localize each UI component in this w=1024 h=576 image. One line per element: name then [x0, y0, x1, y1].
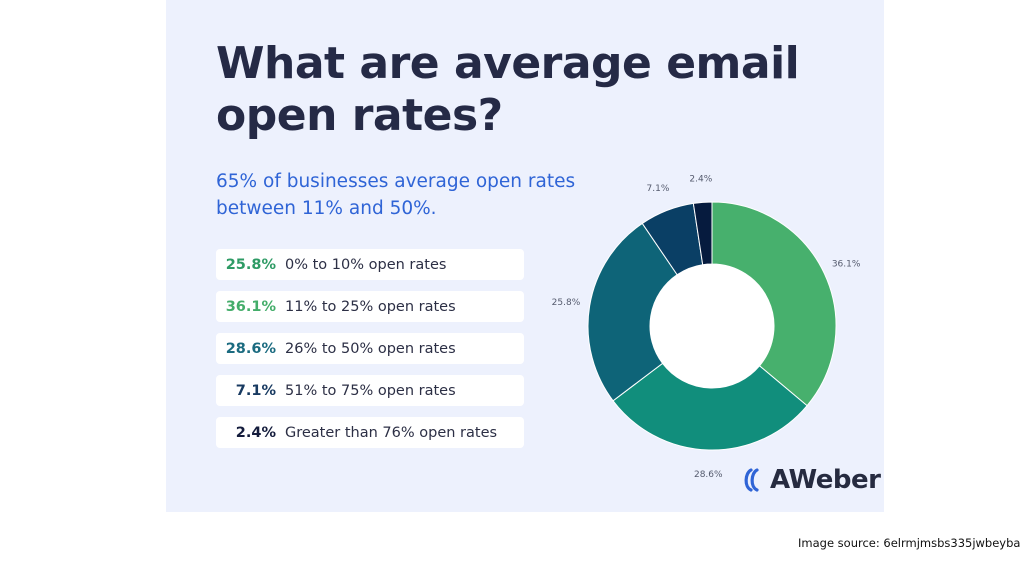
donut-slice-label: 28.6%	[694, 470, 723, 480]
legend-label: Greater than 76% open rates	[285, 424, 498, 441]
legend-label: 26% to 50% open rates	[285, 340, 456, 357]
legend-row-11-25: 36.1% 11% to 25% open rates	[216, 291, 524, 322]
donut-center	[650, 264, 774, 388]
legend-row-0-10: 25.8% 0% to 10% open rates	[216, 249, 524, 280]
legend-value: 25.8%	[225, 256, 276, 273]
donut-slice-label: 7.1%	[647, 184, 670, 194]
legend-value: 36.1%	[225, 298, 276, 315]
infographic-title: What are average email open rates?	[216, 38, 800, 141]
legend-value: 2.4%	[235, 424, 276, 441]
legend-label: 0% to 10% open rates	[285, 256, 447, 273]
aweber-logo-icon	[744, 468, 759, 492]
infographic-subtitle: 65% of businesses average open rates bet…	[216, 171, 576, 219]
donut-slice-label: 36.1%	[832, 259, 861, 269]
donut-slices	[587, 201, 837, 451]
legend-value: 28.6%	[225, 340, 276, 357]
donut-slice-labels: 36.1% 28.6% 25.8% 7.1% 2.4%	[552, 174, 861, 480]
legend-label: 51% to 75% open rates	[285, 382, 456, 399]
legend-label: 11% to 25% open rates	[285, 298, 456, 315]
aweber-logo-text: AWeber	[770, 465, 881, 495]
legend-row-26-50: 28.6% 26% to 50% open rates	[216, 333, 524, 364]
donut-slice	[612, 362, 808, 451]
legend-row-76-plus: 2.4% Greater than 76% open rates	[216, 417, 524, 448]
legend-value: 7.1%	[235, 382, 276, 399]
legend-row-51-75: 7.1% 51% to 75% open rates	[216, 375, 524, 406]
donut-slice-label: 2.4%	[689, 174, 712, 184]
aweber-logo: AWeber	[742, 465, 881, 495]
donut-slice-label: 25.8%	[552, 298, 581, 308]
image-source-caption: Image source: 6elrmjmsbs335jwbeyba	[798, 536, 1021, 550]
